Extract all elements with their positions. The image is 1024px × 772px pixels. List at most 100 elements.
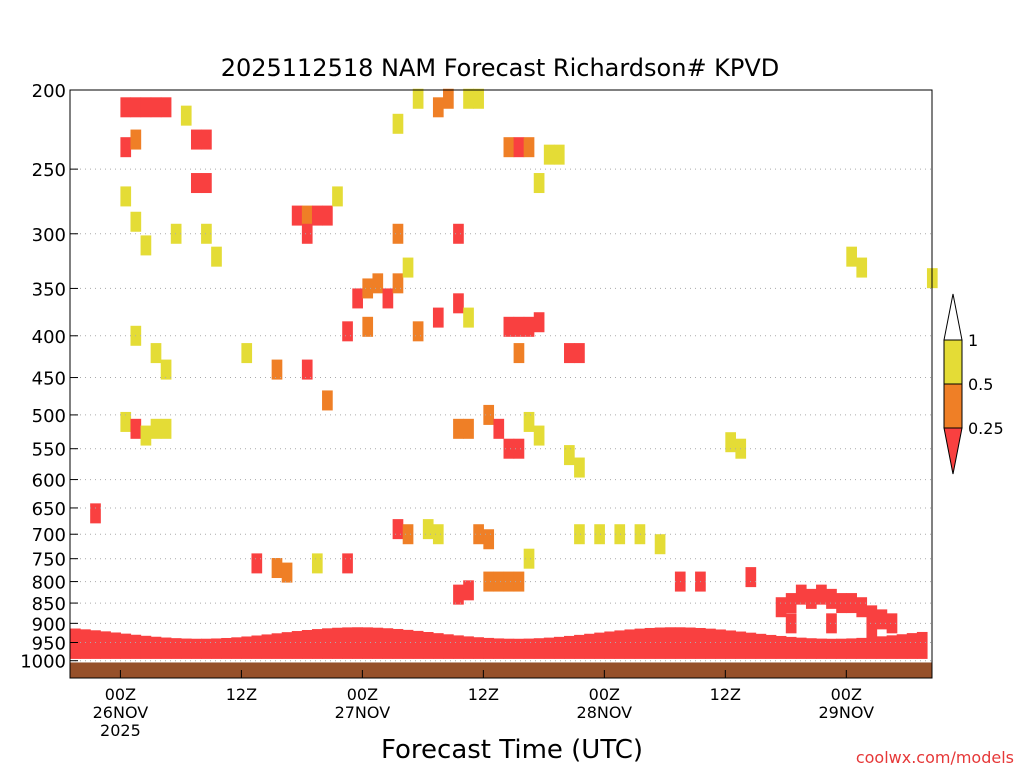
heatmap-cell [322,205,333,226]
heatmap-cell [453,584,464,605]
colorbar-orange-swatch [943,383,963,429]
y-tick-label: 950 [32,634,66,655]
surface-band-cell [876,636,888,659]
heatmap-cell [473,524,484,545]
heatmap-cell [201,129,212,150]
surface-band-cell [352,627,363,659]
heatmap-cell [513,571,525,592]
surface-band-cell [453,635,464,659]
y-tick-label: 550 [32,440,66,461]
y-tick-label: 800 [32,573,66,594]
y-tick-label: 400 [32,327,66,348]
heatmap-cell [140,97,152,118]
colorbar-yellow-swatch [943,339,963,385]
surface-band-cell [402,629,414,659]
heatmap-cell [382,288,394,309]
y-tick-label: 700 [32,525,66,546]
heatmap-cell [130,97,142,118]
heatmap-cell [372,273,384,294]
surface-band-cell [755,633,767,659]
heatmap-cell [453,223,464,244]
surface-band-cell [80,629,91,659]
heatmap-cell [533,173,545,194]
x-tick-label: 00Z [105,685,136,704]
y-tick-label: 250 [32,160,66,181]
surface-band-cell [140,635,152,659]
surface-band-cell [584,633,595,659]
surface-band-cell [251,635,263,659]
surface-band-cell [291,631,303,659]
heatmap-cell [805,588,817,609]
heatmap-cell [574,524,585,545]
surface-band-cell [261,634,273,659]
heatmap-cell [725,432,737,453]
heatmap-cell [443,88,454,109]
heatmap-cell [130,129,142,150]
x-tick-label: 27NOV [335,703,391,722]
surface-band-cell [221,637,232,659]
x-tick-label: 00Z [831,685,862,704]
heatmap-cell [523,316,535,337]
heatmap-cell [634,524,646,545]
heatmap-cell [201,223,212,244]
surface-band-cell [866,637,878,659]
heatmap-cell [745,567,757,588]
surface-band-cell [705,628,716,659]
surface-band-cell [382,628,394,659]
heatmap-cell [574,343,585,364]
heatmap-cell [211,246,222,267]
heatmap-cell [463,88,474,109]
heatmap-cell [160,97,172,118]
surface-band-cell [231,637,242,659]
surface-band-cell [432,633,444,659]
heatmap-cell [150,343,162,364]
heatmap-cell [453,293,464,314]
surface-band-cell [906,633,918,659]
surface-band-cell [150,636,162,659]
surface-band-cell [775,635,787,659]
surface-band-cell [342,627,353,659]
heatmap-cell [866,621,878,642]
surface-band-cell [816,638,827,659]
heatmap-cell [463,580,474,601]
heatmap-cell [311,205,323,226]
heatmap-cell [846,246,857,267]
heatmap-cell [795,584,807,605]
surface-band-cell [674,627,686,659]
surface-band-cell [70,628,81,659]
heatmap-cell [251,553,263,574]
heatmap-cell [513,316,525,337]
heatmap-cell [513,438,525,459]
heatmap-cell [392,223,404,244]
y-tick-label: 450 [32,369,66,390]
heatmap-cell [342,553,353,574]
surface-band-cell [765,634,777,659]
y-tick-label: 300 [32,225,66,246]
heatmap-cell [392,113,404,134]
heatmap-cell [785,593,797,614]
chart-title: 2025112518 NAM Forecast Richardson# KPVD [221,54,780,82]
heatmap-cell [130,418,142,439]
surface-band-cell [372,627,384,659]
heatmap-cell [271,558,283,579]
x-tick-label: 12Z [710,685,741,704]
heatmap-cell [120,186,132,207]
surface-band-cell [695,627,706,659]
surface-band-cell [463,636,474,659]
surface-band-cell [120,633,132,659]
heatmap-cell [140,425,152,446]
surface-band-cell [745,632,757,659]
surface-band-cell [281,632,293,659]
heatmap-cell [332,186,343,207]
surface-band-cell [553,636,565,659]
surface-band-cell [574,634,585,659]
surface-band-cell [493,638,505,659]
x-tick-label: 29NOV [819,703,875,722]
heatmap-cell [170,223,182,244]
heatmap-cell [564,445,575,466]
heatmap-cell [241,343,253,364]
heatmap-cell [614,524,626,545]
heatmap-cell [190,129,202,150]
surface-band-cell [523,638,535,659]
heatmap-cell [412,88,424,109]
